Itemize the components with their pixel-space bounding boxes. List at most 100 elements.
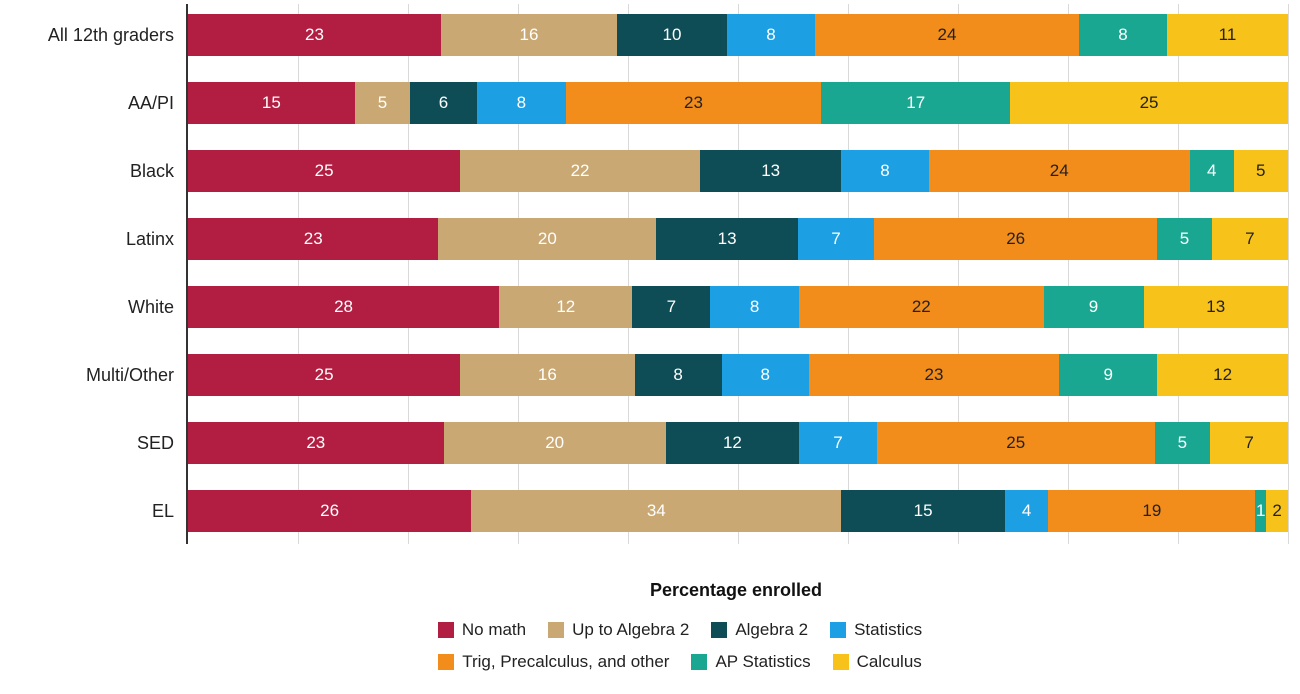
legend-label: Calculus [857,652,922,672]
bar-value-label: 23 [684,93,703,113]
bar-value-label: 25 [1140,93,1159,113]
bar-segment: 10 [617,14,727,56]
bar-value-label: 7 [1244,433,1253,453]
bar-segment: 11 [1167,14,1288,56]
bar-segment: 23 [188,14,441,56]
bar-segment: 23 [188,422,444,464]
bar-segment: 5 [1155,422,1211,464]
bar-segment: 5 [1157,218,1211,260]
category-label: Black [0,150,186,192]
bar-segment: 25 [188,150,460,192]
bar-segment: 6 [410,82,477,124]
bar-value-label: 23 [304,229,323,249]
gridline [1288,4,1289,544]
bar-value-label: 8 [673,365,682,385]
bar-value-label: 20 [545,433,564,453]
legend-swatch [833,654,849,670]
legend-item: Trig, Precalculus, and other [438,652,669,672]
category-label: All 12th graders [0,14,186,56]
legend-swatch [548,622,564,638]
bar-segment: 13 [656,218,798,260]
bar-value-label: 5 [1256,161,1265,181]
bar-value-label: 8 [760,365,769,385]
legend-item: No math [438,620,526,640]
bar-value-label: 13 [761,161,780,181]
bar-value-label: 22 [571,161,590,181]
legend-swatch [438,622,454,638]
bar-segment: 23 [566,82,822,124]
bar-row: 26341541912 [188,490,1288,532]
bar-segment: 8 [722,354,809,396]
legend-label: Up to Algebra 2 [572,620,689,640]
enrollment-stacked-bar-chart: 2316108248111556823172525221382445232013… [0,0,1300,694]
bar-value-label: 25 [315,161,334,181]
bar-value-label: 2 [1272,501,1281,521]
bar-value-label: 9 [1104,365,1113,385]
legend-swatch [711,622,727,638]
bar-segment: 7 [1212,218,1288,260]
bar-segment: 13 [1144,286,1288,328]
bar-value-label: 8 [517,93,526,113]
legend-swatch [830,622,846,638]
bar-value-label: 28 [334,297,353,317]
bar-value-label: 11 [1219,25,1237,45]
bar-value-label: 24 [938,25,957,45]
bar-value-label: 8 [766,25,775,45]
bar-value-label: 4 [1022,501,1031,521]
legend-item: Up to Algebra 2 [548,620,689,640]
bar-segment: 25 [1010,82,1288,124]
category-label: White [0,286,186,328]
bar-segment: 12 [1157,354,1288,396]
bar-segment: 20 [438,218,656,260]
bar-value-label: 23 [925,365,944,385]
bar-segment: 22 [460,150,700,192]
bar-segment: 8 [727,14,815,56]
legend-item: AP Statistics [691,652,810,672]
bar-value-label: 20 [538,229,557,249]
bar-segment: 8 [1079,14,1167,56]
category-label: Latinx [0,218,186,260]
bar-value-label: 15 [262,93,281,113]
legend-label: Trig, Precalculus, and other [462,652,669,672]
bar-row: 28127822913 [188,286,1288,328]
bar-value-label: 7 [831,229,840,249]
bar-segment: 16 [441,14,617,56]
bar-value-label: 5 [1178,433,1187,453]
bar-value-label: 4 [1207,161,1216,181]
bar-value-label: 8 [880,161,889,181]
bar-value-label: 34 [647,501,666,521]
bar-value-label: 23 [306,433,325,453]
bar-segment: 24 [815,14,1079,56]
x-axis-title: Percentage enrolled [186,580,1286,601]
legend-swatch [691,654,707,670]
bar-segment: 9 [1059,354,1157,396]
bar-segment: 25 [188,354,460,396]
bar-value-label: 7 [1245,229,1254,249]
bar-segment: 28 [188,286,499,328]
bar-segment: 5 [355,82,411,124]
bar-segment: 15 [188,82,355,124]
bar-segment: 26 [874,218,1157,260]
bar-segment: 12 [666,422,799,464]
category-label: Multi/Other [0,354,186,396]
bar-segment: 24 [929,150,1190,192]
bar-value-label: 13 [718,229,737,249]
bar-value-label: 12 [723,433,742,453]
bar-value-label: 26 [320,501,339,521]
legend: No mathUp to Algebra 2Algebra 2Statistic… [300,620,1060,672]
bar-value-label: 5 [1180,229,1189,249]
bar-segment: 15 [841,490,1004,532]
bar-segment: 16 [460,354,634,396]
bar-segment: 23 [188,218,438,260]
bar-value-label: 7 [667,297,676,317]
bar-value-label: 25 [315,365,334,385]
bar-segment: 8 [635,354,722,396]
bar-value-label: 16 [538,365,557,385]
legend-swatch [438,654,454,670]
bar-segment: 22 [799,286,1043,328]
bar-segment: 9 [1044,286,1144,328]
bar-segment: 4 [1005,490,1049,532]
bar-row: 23201272557 [188,422,1288,464]
bar-segment: 23 [809,354,1059,396]
bar-value-label: 16 [520,25,539,45]
